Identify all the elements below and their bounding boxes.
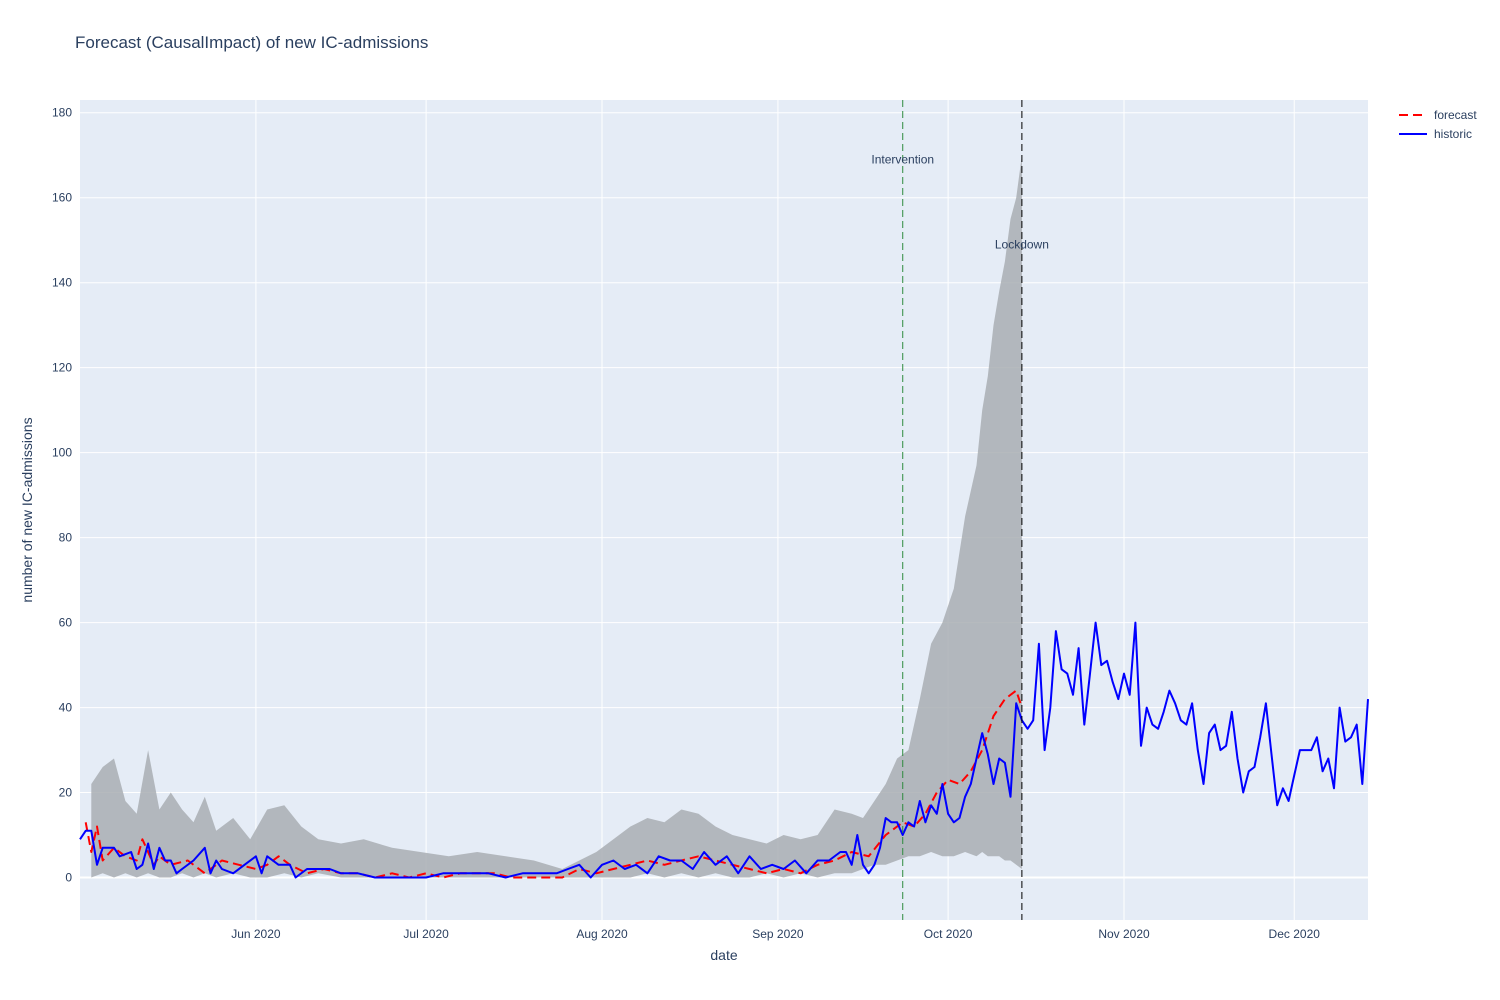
- x-tick-label-2020-11-01: Nov 2020: [1098, 927, 1150, 941]
- x-tick-label-2020-07-01: Jul 2020: [403, 927, 449, 941]
- x-axis-title: date: [710, 947, 737, 963]
- y-tick-label-140: 140: [52, 276, 72, 290]
- legend-label-historic: historic: [1434, 127, 1472, 141]
- y-tick-label-40: 40: [59, 701, 73, 715]
- y-tick-label-120: 120: [52, 361, 72, 375]
- y-tick-label-100: 100: [52, 446, 72, 460]
- series-layer: [79, 621, 1369, 879]
- plot-background: [80, 100, 1368, 920]
- chart-title: Forecast (CausalImpact) of new IC-admiss…: [75, 33, 429, 52]
- annotation-layer: Intervention Lockdown: [871, 100, 1049, 920]
- y-tick-label-60: 60: [59, 616, 73, 630]
- lockdown-annotation-label: Lockdown: [995, 237, 1049, 251]
- y-tick-label-80: 80: [59, 531, 73, 545]
- legend-item-historic[interactable]: historic: [1399, 127, 1472, 141]
- intervention-annotation-label: Intervention: [871, 152, 934, 166]
- x-tick-label-2020-12-01: Dec 2020: [1269, 927, 1321, 941]
- tick-labels-layer: 0 20 40 60 80 100 120 140 160 180 Jun 2020 Jul 2020…: [52, 106, 1320, 941]
- grid-layer: [80, 100, 1368, 920]
- x-tick-label-2020-08-01: Aug 2020: [576, 927, 628, 941]
- y-tick-label-20: 20: [59, 786, 73, 800]
- x-tick-label-2020-09-01: Sep 2020: [752, 927, 804, 941]
- legend[interactable]: forecast historic: [1399, 108, 1477, 141]
- legend-label-forecast: forecast: [1434, 108, 1477, 122]
- y-tick-label-180: 180: [52, 106, 72, 120]
- y-tick-label-160: 160: [52, 191, 72, 205]
- y-axis-title: number of new IC-admissions: [19, 417, 35, 602]
- y-tick-label-0: 0: [65, 871, 72, 885]
- x-tick-label-2020-06-01: Jun 2020: [231, 927, 281, 941]
- x-tick-label-2020-10-01: Oct 2020: [924, 927, 973, 941]
- legend-item-forecast[interactable]: forecast: [1399, 108, 1477, 122]
- series-line-historic: [79, 621, 1369, 879]
